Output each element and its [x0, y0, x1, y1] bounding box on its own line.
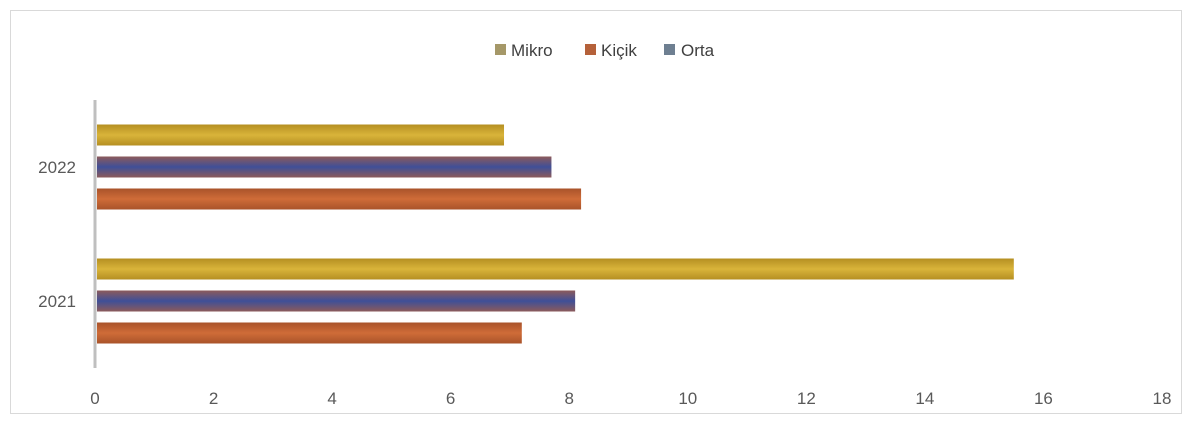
legend-swatch-kicik — [585, 44, 596, 55]
x-axis-tick-labels: 0 2 4 6 8 10 12 14 16 18 — [90, 389, 1171, 408]
bar-kicik-2022 — [97, 188, 582, 210]
legend-swatch-orta — [664, 44, 675, 55]
chart-frame — [10, 10, 1182, 414]
x-tick-label-14: 14 — [915, 389, 934, 408]
legend-label-kicik: Kiçik — [601, 41, 637, 60]
bar-kicik-2021 — [97, 322, 522, 344]
legend-label-orta: Orta — [681, 41, 715, 60]
x-tick-label-2: 2 — [209, 389, 218, 408]
category-label-2021: 2021 — [38, 292, 76, 311]
legend-label-mikro: Mikro — [511, 41, 553, 60]
legend-swatch-mikro — [495, 44, 506, 55]
bar-orta-2021 — [97, 290, 576, 312]
bar-mikro-2022 — [97, 124, 505, 146]
x-tick-label-6: 6 — [446, 389, 455, 408]
x-tick-label-16: 16 — [1034, 389, 1053, 408]
x-tick-label-12: 12 — [797, 389, 816, 408]
x-tick-label-18: 18 — [1153, 389, 1172, 408]
category-label-2022: 2022 — [38, 158, 76, 177]
category-labels: 2021 2022 — [38, 158, 76, 311]
x-tick-label-4: 4 — [327, 389, 336, 408]
legend: Mikro Kiçik Orta — [495, 41, 715, 60]
bars-layer — [97, 124, 1014, 344]
x-tick-label-8: 8 — [564, 389, 573, 408]
bar-orta-2022 — [97, 156, 552, 178]
x-tick-label-10: 10 — [678, 389, 697, 408]
x-tick-label-0: 0 — [90, 389, 99, 408]
bar-mikro-2021 — [97, 258, 1014, 280]
